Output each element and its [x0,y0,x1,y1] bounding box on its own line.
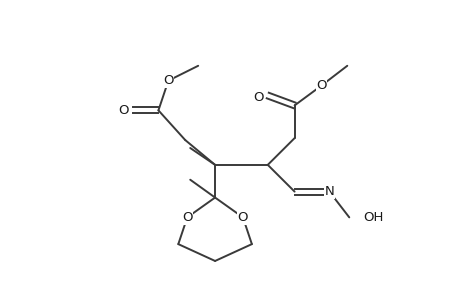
Text: O: O [315,79,326,92]
Text: O: O [237,211,248,224]
Text: O: O [253,91,263,104]
Text: O: O [182,211,192,224]
Text: OH: OH [363,211,383,224]
Text: O: O [118,104,129,117]
Text: O: O [163,74,173,87]
Text: N: N [324,185,334,198]
